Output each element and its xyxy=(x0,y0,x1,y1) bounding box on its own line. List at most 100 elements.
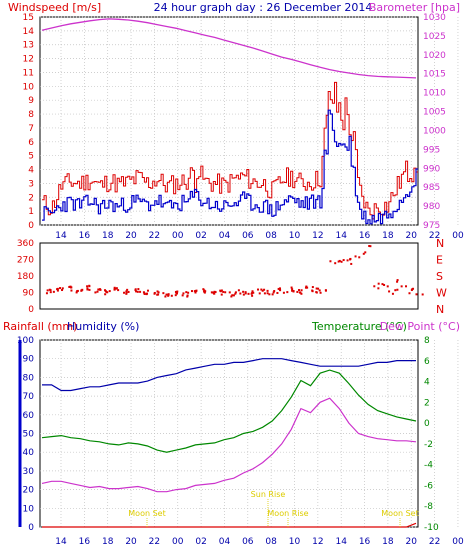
time-tick-label: 18 xyxy=(382,537,394,547)
time-tick-label: 10 xyxy=(289,231,301,241)
direction-point xyxy=(305,285,308,288)
time-tick-label: 04 xyxy=(219,231,231,241)
time-tick-label: 04 xyxy=(219,537,231,547)
direction-point xyxy=(279,289,282,292)
direction-point xyxy=(311,290,314,293)
direction-point xyxy=(342,259,345,262)
direction-point xyxy=(373,285,376,288)
time-tick-label: 00 xyxy=(452,231,464,241)
temperature-tick-label: 0 xyxy=(424,419,430,429)
time-tick-label: 22 xyxy=(149,537,160,547)
graph-title: 24 hour graph day : 26 December 2014 xyxy=(154,1,373,14)
direction-point xyxy=(369,245,372,248)
direction-point xyxy=(156,293,159,296)
direction-point xyxy=(96,290,99,293)
direction-point xyxy=(127,290,130,293)
direction-point xyxy=(146,289,149,292)
direction-point xyxy=(234,291,237,294)
humidity-axis-title: Humidity (%) xyxy=(67,320,139,333)
direction-point xyxy=(232,294,235,297)
humidity-tick-label: 0 xyxy=(28,523,34,533)
direction-tick-label: 270 xyxy=(17,256,34,266)
direction-point xyxy=(260,288,263,291)
direction-point xyxy=(315,291,318,294)
direction-point xyxy=(153,292,156,295)
time-tick-label: 22 xyxy=(429,537,440,547)
direction-point xyxy=(415,293,418,296)
direction-point xyxy=(251,291,254,294)
time-tick-label: 12 xyxy=(312,231,323,241)
direction-point xyxy=(135,290,138,293)
direction-point xyxy=(244,291,247,294)
direction-point xyxy=(394,289,397,292)
astro-annotation: Moon Set xyxy=(128,509,165,518)
direction-point xyxy=(113,288,116,291)
direction-tick-label: 0 xyxy=(28,305,34,315)
direction-point xyxy=(203,291,206,294)
time-tick-label: 02 xyxy=(195,231,206,241)
direction-point xyxy=(266,292,269,295)
dewpoint-axis-title: Dew Point (°C) xyxy=(380,320,460,333)
direction-point xyxy=(257,288,260,291)
windspeed-tick-label: 0 xyxy=(28,221,34,231)
windspeed-tick-label: 15 xyxy=(23,13,34,23)
barometer-tick-label: 980 xyxy=(423,202,440,212)
astro-annotation: Moon Set xyxy=(381,509,418,518)
time-tick-label: 20 xyxy=(125,231,137,241)
gust-line xyxy=(42,109,419,225)
windspeed-line xyxy=(42,81,419,220)
direction-point xyxy=(49,291,52,294)
direction-point xyxy=(377,287,380,290)
windspeed-tick-label: 3 xyxy=(28,179,34,189)
direction-point xyxy=(220,289,223,292)
windspeed-tick-label: 11 xyxy=(23,68,34,78)
direction-point xyxy=(263,288,266,291)
time-tick-label: 22 xyxy=(429,231,440,241)
direction-point xyxy=(234,292,237,295)
direction-point xyxy=(139,290,142,293)
direction-point xyxy=(358,256,361,259)
direction-point xyxy=(272,291,275,294)
barometer-tick-label: 1005 xyxy=(423,108,446,118)
direction-point xyxy=(125,292,128,295)
direction-point xyxy=(396,288,399,291)
direction-point xyxy=(98,288,101,291)
direction-point xyxy=(134,289,137,292)
time-tick-label: 00 xyxy=(452,537,464,547)
time-tick-label: 14 xyxy=(335,537,347,547)
time-tick-label: 08 xyxy=(265,537,277,547)
temperature-line xyxy=(41,369,417,453)
time-tick-label: 16 xyxy=(79,231,91,241)
compass-label: W xyxy=(436,287,447,300)
barometer-tick-label: 975 xyxy=(423,221,440,231)
direction-point xyxy=(136,290,139,293)
direction-point xyxy=(162,292,165,295)
direction-point xyxy=(88,288,91,291)
direction-point xyxy=(231,294,234,297)
direction-point xyxy=(186,294,189,297)
time-tick-label: 00 xyxy=(172,537,184,547)
direction-point xyxy=(76,289,79,292)
direction-tick-label: 180 xyxy=(17,272,34,282)
compass-label: N xyxy=(436,303,444,316)
humidity-tick-label: 60 xyxy=(23,411,35,421)
direction-point xyxy=(174,294,177,297)
humidity-tick-label: 100 xyxy=(17,336,34,346)
direction-point xyxy=(337,260,340,263)
direction-point xyxy=(123,291,126,294)
barometer-tick-label: 1025 xyxy=(423,32,446,42)
time-tick-label: 12 xyxy=(312,537,323,547)
direction-point xyxy=(400,285,403,288)
direction-point xyxy=(117,289,120,292)
direction-point xyxy=(45,292,48,295)
astro-annotation: Moon Rise xyxy=(267,509,308,518)
direction-point xyxy=(381,283,384,286)
humidity-tick-label: 20 xyxy=(23,486,35,496)
direction-point xyxy=(278,287,281,290)
direction-point xyxy=(195,289,198,292)
windspeed-tick-label: 12 xyxy=(23,55,34,65)
direction-point xyxy=(214,291,217,294)
time-tick-label: 02 xyxy=(195,537,206,547)
